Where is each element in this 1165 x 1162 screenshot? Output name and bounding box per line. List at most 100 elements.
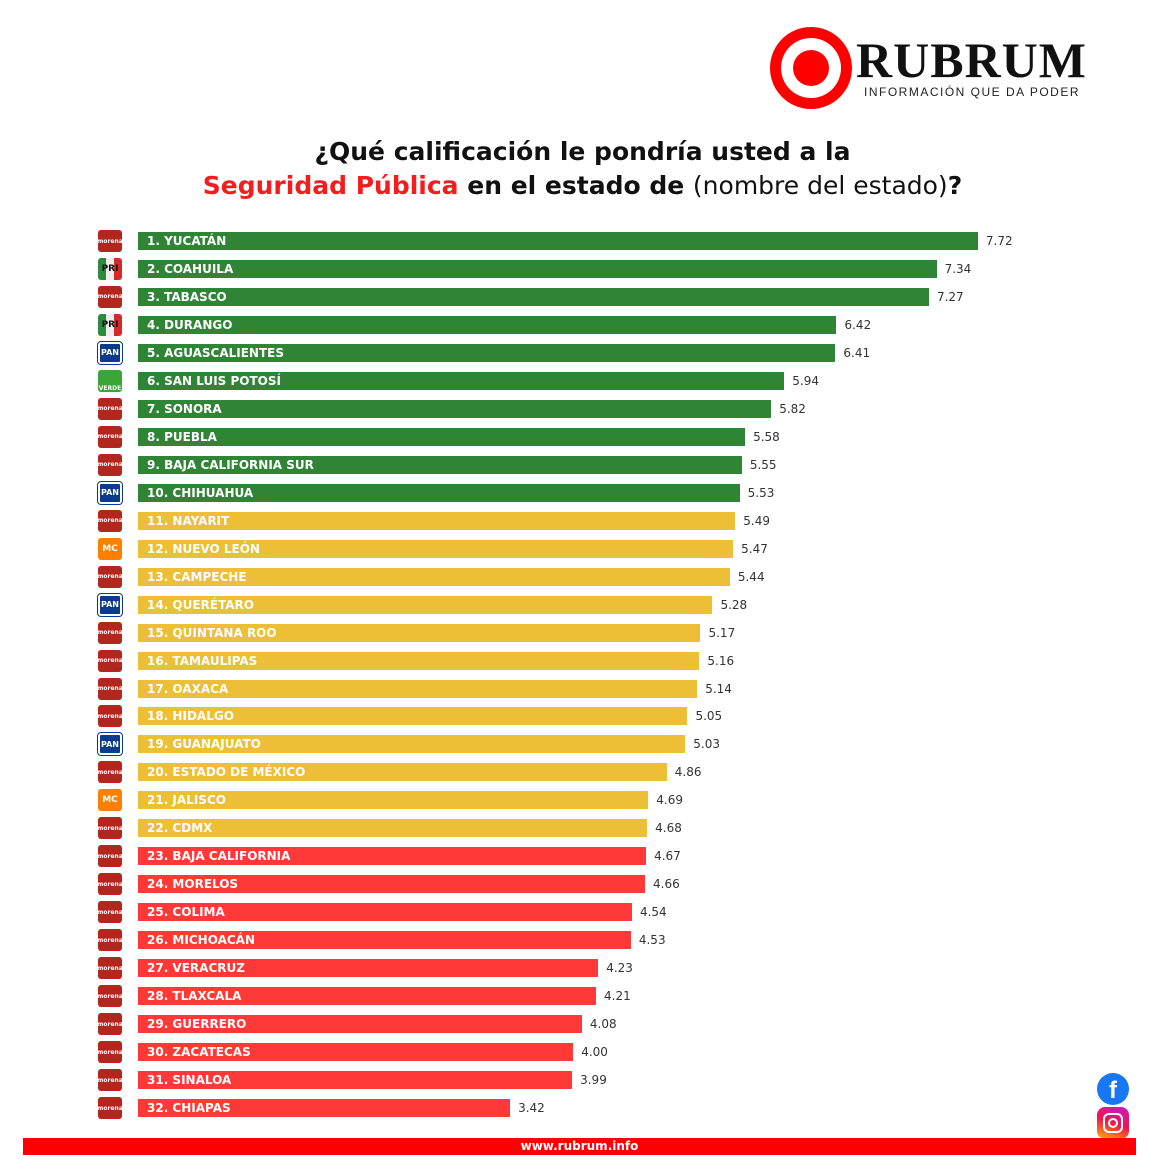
bar-category-label: 17. OAXACA <box>147 681 229 696</box>
bar-value-label: 3.99 <box>580 1073 607 1088</box>
bar-category-label: 9. BAJA CALIFORNIA SUR <box>147 457 314 472</box>
bar: 28. TLAXCALA <box>138 987 597 1006</box>
bar-value-label: 4.08 <box>589 1017 617 1032</box>
bar-category-label: 10. CHIHUAHUA <box>147 485 254 500</box>
morena-party-icon: morena <box>98 901 122 924</box>
morena-party-icon: morena <box>98 705 122 728</box>
bar: 21. JALISCO <box>138 791 649 810</box>
bar: 32. CHIAPAS <box>138 1099 511 1118</box>
morena-party-icon: morena <box>98 1013 122 1036</box>
bar-category-label: 4. DURANGO <box>147 317 233 332</box>
bar: 15. QUINTANA ROO <box>138 623 701 642</box>
morena-party-icon: morena <box>98 677 122 700</box>
bar-value-label: 4.86 <box>674 765 702 780</box>
morena-party-icon: morena <box>98 929 122 952</box>
bar: 17. OAXACA <box>138 679 698 698</box>
morena-party-icon: morena <box>98 817 122 840</box>
bar-category-label: 21. JALISCO <box>147 793 226 808</box>
bar: 25. COLIMA <box>138 903 632 922</box>
bar-category-label: 23. BAJA CALIFORNIA <box>147 849 291 864</box>
title-mid: en el estado de <box>458 171 693 200</box>
bar-category-label: 31. SINALOA <box>147 1073 232 1088</box>
bar-category-label: 32. CHIAPAS <box>147 1101 231 1116</box>
bar: 9. BAJA CALIFORNIA SUR <box>138 455 742 474</box>
bar: 2. COAHUILA <box>138 259 937 278</box>
pan-party-icon: PAN <box>97 732 123 757</box>
facebook-icon[interactable]: f <box>1097 1073 1129 1105</box>
bar-value-label: 4.53 <box>638 933 666 948</box>
bar-category-label: 25. COLIMA <box>147 905 225 920</box>
bar-value-label: 5.55 <box>749 457 777 472</box>
bar-value-label: 5.05 <box>695 709 723 724</box>
title-line-2: Seguridad Pública en el estado de (nombr… <box>0 169 1165 203</box>
bar-category-label: 22. CDMX <box>147 821 213 836</box>
morena-party-icon: morena <box>98 453 122 476</box>
bar: 7. SONORA <box>138 399 772 418</box>
bar-category-label: 24. MORELOS <box>147 877 239 892</box>
bar: 29. GUERRERO <box>138 1015 582 1034</box>
bar: 18. HIDALGO <box>138 707 688 726</box>
bar: 4. DURANGO <box>138 315 837 334</box>
bar-category-label: 20. ESTADO DE MÉXICO <box>147 765 306 780</box>
footer-url[interactable]: www.rubrum.info <box>23 1138 1136 1155</box>
pri-party-icon: PRI <box>98 313 122 336</box>
bar: 14. QUERÉTARO <box>138 595 713 614</box>
bar: 26. MICHOACÁN <box>138 931 631 950</box>
title-highlight: Seguridad Pública <box>202 171 459 200</box>
bar-value-label: 3.42 <box>518 1101 545 1116</box>
brand-tagline: INFORMACIÓN QUE DA PODER <box>864 85 1081 99</box>
morena-party-icon: morena <box>98 845 122 868</box>
bar-value-label: 6.42 <box>844 317 872 332</box>
bar-category-label: 7. SONORA <box>147 401 222 416</box>
bar-category-label: 26. MICHOACÁN <box>147 933 255 948</box>
bar-value-label: 5.53 <box>747 485 775 500</box>
morena-party-icon: morena <box>98 985 122 1008</box>
morena-party-icon: morena <box>98 1097 122 1120</box>
bar-value-label: 5.82 <box>779 401 806 416</box>
brand-name: RUBRUM <box>856 32 1087 88</box>
instagram-icon[interactable] <box>1097 1107 1129 1139</box>
title-line-1: ¿Qué calificación le pondría usted a la <box>314 137 851 166</box>
bar-value-label: 5.44 <box>737 569 765 584</box>
bar-value-label: 7.34 <box>944 261 972 276</box>
bar: 11. NAYARIT <box>138 511 736 530</box>
bar: 1. YUCATÁN <box>138 232 978 250</box>
morena-party-icon: morena <box>98 509 122 532</box>
bar: 31. SINALOA <box>138 1071 573 1090</box>
bar-category-label: 19. GUANAJUATO <box>147 737 261 752</box>
bar: 24. MORELOS <box>138 875 645 894</box>
bar-value-label: 5.49 <box>743 513 771 528</box>
bar-category-label: 14. QUERÉTARO <box>147 597 254 612</box>
bar: 19. GUANAJUATO <box>138 735 686 754</box>
bar-category-label: 13. CAMPECHE <box>147 569 247 584</box>
bar-value-label: 7.27 <box>936 289 964 304</box>
bar: 30. ZACATECAS <box>138 1043 574 1062</box>
bar-value-label: 4.66 <box>653 877 680 892</box>
bar-value-label: 4.54 <box>639 905 667 920</box>
bar-category-label: 11. NAYARIT <box>147 513 230 528</box>
pan-party-icon: PAN <box>97 340 123 365</box>
bar-value-label: 4.21 <box>604 989 631 1004</box>
bar-value-label: 5.47 <box>741 541 768 556</box>
morena-party-icon: morena <box>98 621 122 644</box>
bar-category-label: 15. QUINTANA ROO <box>147 625 277 640</box>
bar: 8. PUEBLA <box>138 427 746 446</box>
bar: 16. TAMAULIPAS <box>138 651 700 670</box>
mc-party-icon: MC <box>98 537 122 560</box>
verde-party-icon: VERDE <box>98 369 122 392</box>
morena-party-icon: morena <box>98 1041 122 1064</box>
morena-party-icon: morena <box>98 230 122 252</box>
bar-value-label: 4.68 <box>655 821 682 836</box>
bar-category-label: 30. ZACATECAS <box>147 1045 251 1060</box>
bar-category-label: 18. HIDALGO <box>147 709 234 724</box>
bar: 3. TABASCO <box>138 287 929 306</box>
title-paren: (nombre del estado) <box>692 171 948 200</box>
bar: 6. SAN LUIS POTOSÍ <box>138 371 785 390</box>
bar-value-label: 4.69 <box>656 793 683 808</box>
morena-party-icon: morena <box>98 425 122 448</box>
bar: 10. CHIHUAHUA <box>138 483 740 502</box>
morena-party-icon: morena <box>98 397 122 420</box>
bar-category-label: 2. COAHUILA <box>147 261 234 276</box>
pri-party-icon: PRI <box>98 257 122 280</box>
bar-category-label: 8. PUEBLA <box>147 429 217 444</box>
